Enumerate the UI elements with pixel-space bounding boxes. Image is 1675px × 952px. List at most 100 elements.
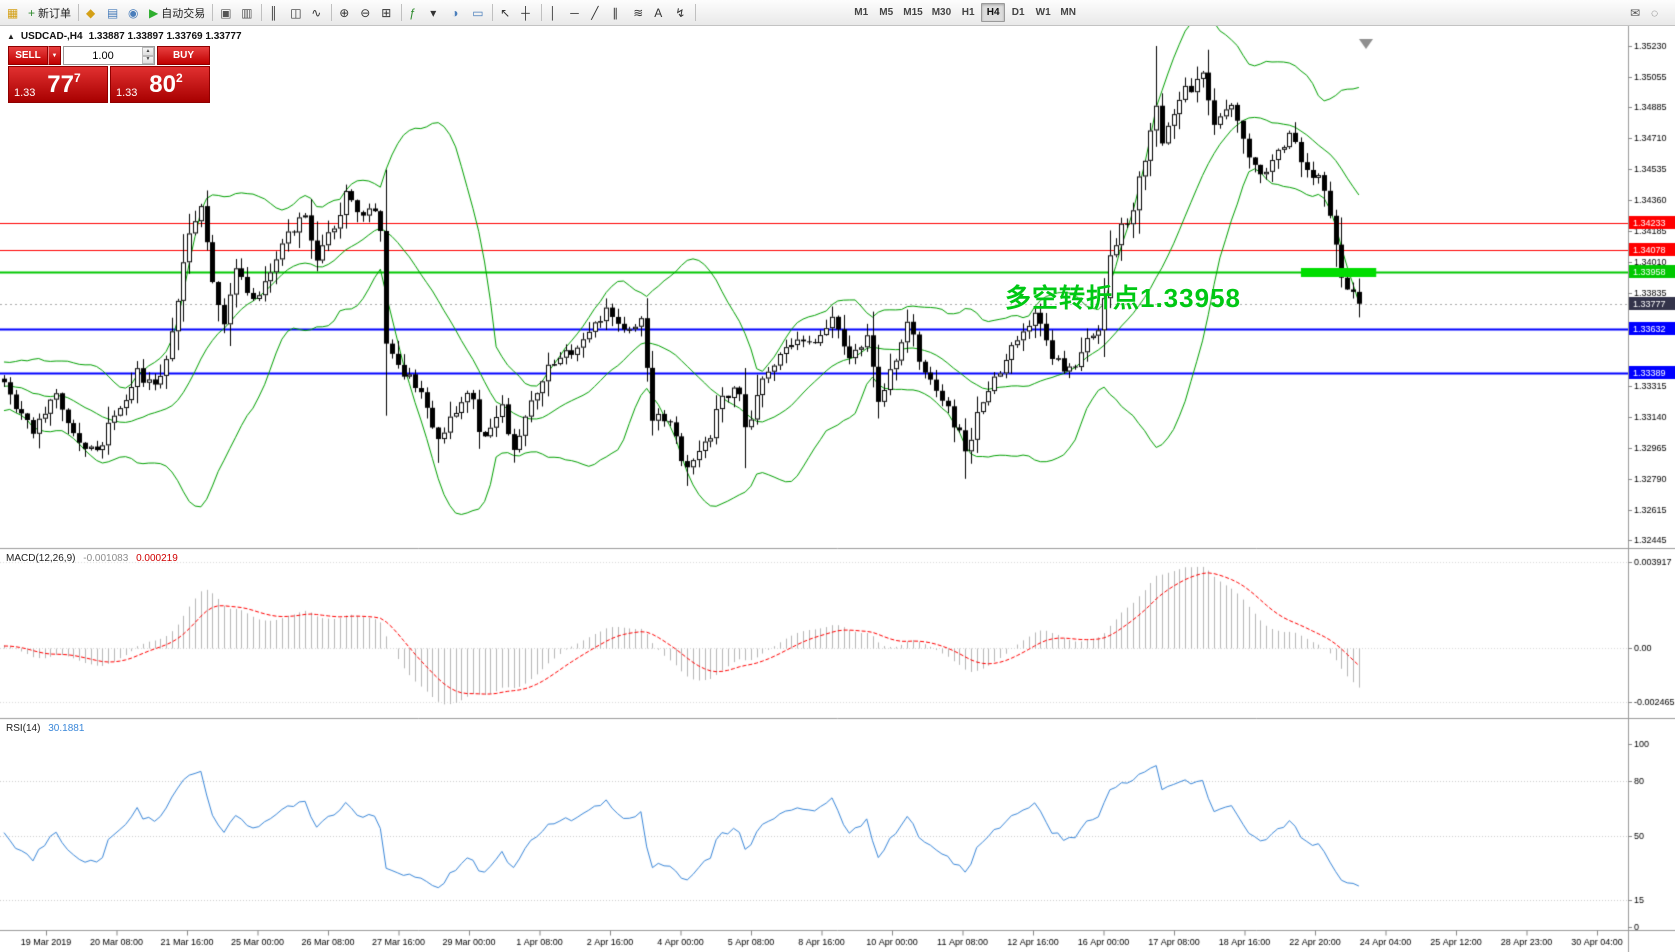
indicators-dropdown-icon: ▾ [430,5,437,20]
timeframe-group: M1 M5 M15 M30 H1 H4 D1 W1 MN [849,3,1080,22]
timeframe-button-h1[interactable]: H1 [956,3,980,22]
auto-trading-button-label: 自动交易 [161,7,206,20]
candlestick-chart-button[interactable]: ◫ [286,2,307,23]
auto-trading-icon: ▶ [149,5,159,20]
lot-decrease-button[interactable]: ▼ [142,55,154,64]
arrows-button[interactable]: ↯ [671,2,692,23]
sell-price-button[interactable]: 1.33 77 7 [8,66,108,103]
horizontal-line-icon: ─ [570,5,579,20]
new-order-button-label: 新订单 [38,7,72,20]
timeframe-button-m30[interactable]: M30 [928,3,955,22]
market-watch-icon: ◆ [86,5,96,20]
fibonacci-button[interactable]: ≋ [629,2,650,23]
chart-window-icon: ▲ [7,32,15,41]
lot-size-input[interactable] [64,47,142,64]
crosshair-button[interactable]: ┼ [517,2,538,23]
sell-button[interactable]: SELL [8,46,48,65]
navigator-button[interactable]: ◉ [124,2,145,23]
period-dropdown-icon: ◑ [451,5,459,20]
macd-name: MACD(12,26,9) [6,553,76,564]
search-button[interactable]: ◌ [1647,2,1668,23]
new-order-button[interactable]: + 新订单 [24,2,75,23]
one-click-top-row: SELL ▼ ▲ ▼ BUY [8,46,210,65]
arrows-icon: ↯ [675,5,686,20]
chart-symbol-header: ▲ USDCAD-,H4 1.33887 1.33897 1.33769 1.3… [7,31,242,42]
zoom-out-button[interactable]: ⊖ [356,2,377,23]
zoom-in-button[interactable]: ⊕ [335,2,356,23]
lot-size-field: ▲ ▼ [63,46,155,65]
navigator-icon: ◉ [128,5,139,20]
line-chart-icon: ∿ [311,5,322,20]
vertical-line-button[interactable]: │ [545,2,566,23]
buy-price-button[interactable]: 1.33 80 2 [110,66,210,103]
app-icon: ▦ [7,5,19,20]
profiles-button[interactable]: ▥ [237,2,258,23]
vertical-line-icon: │ [549,5,557,20]
fibonacci-icon: ≋ [633,5,644,20]
timeframe-button-w1[interactable]: W1 [1031,3,1055,22]
bid-price-prefix: 1.33 [14,87,36,99]
trendline-button[interactable]: ╱ [587,2,608,23]
channel-icon: ∥ [612,5,619,20]
text-button[interactable]: A [650,2,671,23]
chart-window: ▲ USDCAD-,H4 1.33887 1.33897 1.33769 1.3… [0,26,1675,952]
toolbar-separator [78,4,80,21]
one-click-price-row: 1.33 77 7 1.33 80 2 [8,66,210,103]
period-dropdown[interactable]: ◑ [447,2,468,23]
line-chart-button[interactable]: ∿ [307,2,328,23]
templates-icon: ▭ [472,5,484,20]
cursor-icon: ↖ [500,5,511,20]
zoom-out-icon: ⊖ [360,5,371,20]
indicators-button[interactable]: ƒ [405,2,426,23]
lot-spinner: ▲ ▼ [142,47,154,64]
message-icon: ✉ [1630,5,1641,20]
lot-increase-button[interactable]: ▲ [142,47,154,56]
auto-trading-button[interactable]: ▶ 自动交易 [145,2,209,23]
timeframe-button-d1[interactable]: D1 [1006,3,1030,22]
toolbar-separator [401,4,403,21]
rsi-value: 30.1881 [48,723,85,734]
templates-button[interactable]: ▭ [468,2,489,23]
app-button[interactable]: ▦ [3,2,24,23]
crosshair-icon: ┼ [521,5,530,20]
order-type-dropdown[interactable]: ▼ [48,46,61,65]
bar-chart-icon: ║ [269,5,278,20]
toolbar: ▦ + 新订单 ◆ ▤ ◉ ▶ 自动交易 ▣ ▥ ║ ◫ ∿ ⊕ ⊖ ⊞ ƒ ▾ ◑ ▭ ↖ ┼ │ ─ ╱ ∥ ≋ A ↯ M1 M5 M… [0,0,1675,26]
data-window-button[interactable]: ▤ [103,2,124,23]
tile-windows-button[interactable]: ⊞ [377,2,398,23]
macd-indicator-label: MACD(12,26,9) -0.001083 0.000219 [6,553,178,564]
message-button[interactable]: ✉ [1626,2,1647,23]
timeframe-button-m1[interactable]: M1 [849,3,873,22]
cursor-button[interactable]: ↖ [496,2,517,23]
macd-signal-value: 0.000219 [136,553,178,564]
toolbar-separator [331,4,333,21]
bar-chart-button[interactable]: ║ [265,2,286,23]
market-watch-button[interactable]: ◆ [82,2,103,23]
timeframe-button-h4[interactable]: H4 [981,3,1006,22]
new-chart-button[interactable]: ▣ [216,2,237,23]
channel-button[interactable]: ∥ [608,2,629,23]
horizontal-line-button[interactable]: ─ [566,2,587,23]
data-window-icon: ▤ [107,5,119,20]
macd-main-value: -0.001083 [83,553,129,564]
toolbar-right: ✉ ◌ [1626,2,1668,23]
buy-button[interactable]: BUY [157,46,210,65]
ohlc-values: 1.33887 1.33897 1.33769 1.33777 [88,31,242,42]
toolbar-separator [492,4,494,21]
indicators-icon: ƒ [409,5,416,20]
toolbar-separator [261,4,263,21]
timeframe-button-m15[interactable]: M15 [899,3,926,22]
toolbar-separator [212,4,214,21]
new-order-icon: + [28,5,36,20]
timeframe-button-mn[interactable]: MN [1056,3,1080,22]
ask-price-prefix: 1.33 [116,87,138,99]
rsi-name: RSI(14) [6,723,41,734]
rsi-indicator-label: RSI(14) 30.1881 [6,723,84,734]
bid-price-big: 77 [47,70,74,98]
profiles-icon: ▥ [241,5,253,20]
toolbar-separator [541,4,543,21]
timeframe-button-m5[interactable]: M5 [874,3,898,22]
symbol-timeframe-label: USDCAD-,H4 [20,31,83,42]
indicators-dropdown[interactable]: ▾ [426,2,447,23]
price-chart-canvas[interactable] [0,26,1675,952]
